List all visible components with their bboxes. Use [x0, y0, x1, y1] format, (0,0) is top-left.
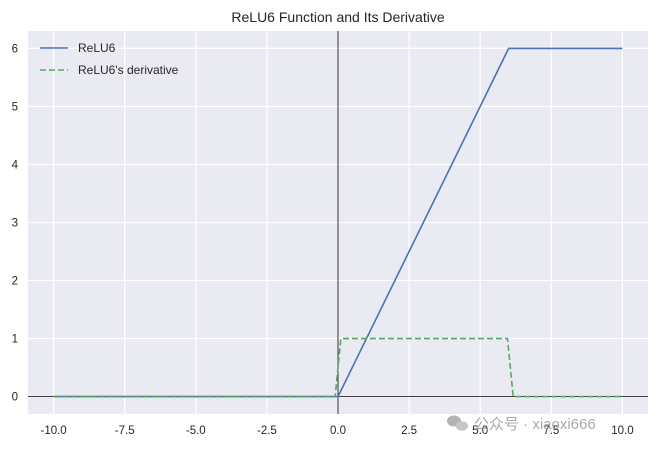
x-tick-label: 0.0 [330, 425, 346, 437]
x-tick-label: 10.0 [611, 425, 633, 437]
series-line-1 [53, 337, 623, 398]
legend: ReLU6 ReLU6's derivative [40, 41, 179, 77]
y-tick-label: 6 [12, 43, 18, 55]
wechat-icon [447, 415, 468, 431]
x-tick-label: -7.5 [115, 425, 135, 437]
chart-title: ReLU6 Function and Its Derivative [231, 9, 444, 25]
x-tick-label: -2.5 [257, 425, 277, 437]
y-tick-label: 3 [12, 218, 18, 230]
legend-label: ReLU6's derivative [78, 63, 179, 77]
x-tick-label: -10.0 [40, 425, 66, 437]
x-tick-label: -5.0 [186, 425, 206, 437]
watermark: 公众号 · xiaoxi666 [447, 415, 596, 433]
y-tick-label: 0 [12, 392, 18, 404]
y-tick-label: 4 [12, 159, 19, 171]
legend-label: ReLU6 [78, 41, 116, 55]
x-tick-label: 7.5 [543, 425, 559, 437]
series-group [53, 47, 623, 398]
x-tick-label: 5.0 [472, 425, 488, 437]
y-tick-label: 1 [12, 334, 18, 346]
watermark-text: 公众号 · xiaoxi666 [474, 416, 596, 433]
y-tick-label: 2 [12, 276, 18, 288]
y-axis-ticks: 0 1 2 3 4 5 6 [12, 43, 19, 403]
x-tick-label: 2.5 [401, 425, 417, 437]
y-tick-label: 5 [12, 101, 18, 113]
x-axis-ticks: -10.0 -7.5 -5.0 -2.5 0.0 2.5 5.0 7.5 10.0 [40, 425, 633, 437]
series-line-0 [53, 47, 623, 398]
